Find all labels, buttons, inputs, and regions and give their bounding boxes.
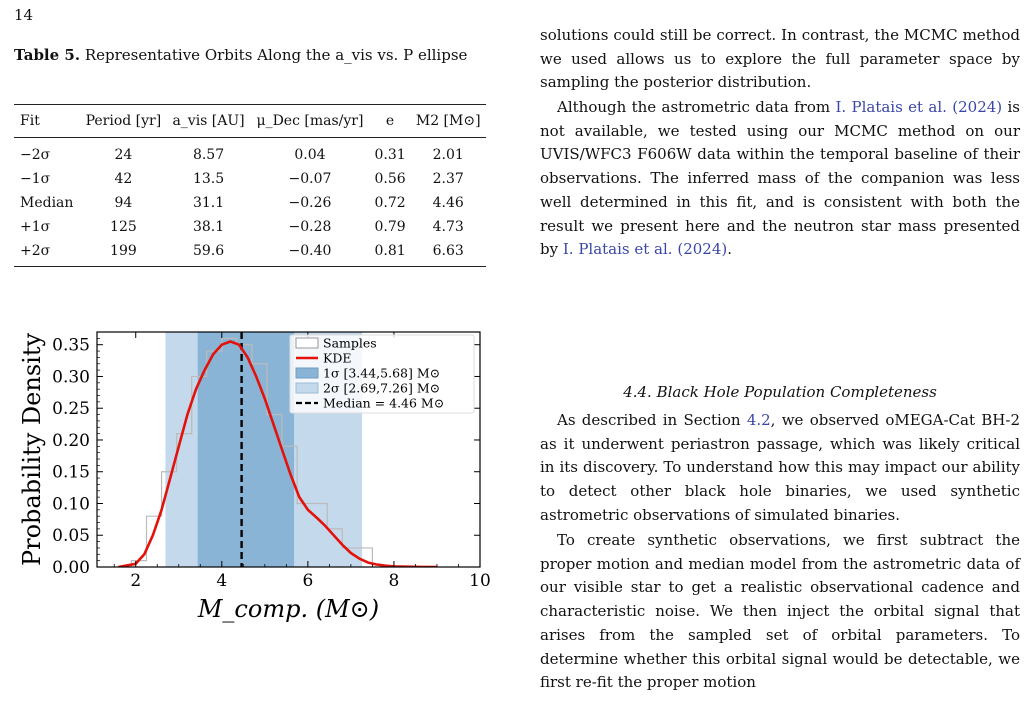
col-header: Period [yr] <box>85 113 162 129</box>
table-cell: Median <box>20 195 74 211</box>
legend-label: Samples <box>323 336 377 351</box>
section-heading: 4.4. Black Hole Population Completeness <box>623 383 937 401</box>
table-cell: −0.26 <box>288 195 332 211</box>
table-cell: 59.6 <box>166 239 251 267</box>
page-number: 14 <box>14 6 34 24</box>
y-tick-label: 0.10 <box>52 494 90 514</box>
table-row: −1σ 42 13.5 −0.07 0.56 2.37 <box>14 167 486 191</box>
text-run: Although the astrometric data from <box>557 98 836 116</box>
orbits-table: Fit Period [yr] a_vis [AU] μ_Dec [mas/yr… <box>14 104 486 267</box>
mass-posterior-chart: 2 4 6 8 10 0.00 0.05 0.10 0.15 0.20 0.25 0.30 0.35 Pr… <box>18 331 491 623</box>
x-tick-label: 2 <box>130 571 141 591</box>
y-tick-label: 0.25 <box>52 399 90 419</box>
table-row: −2σ 24 8.57 0.04 0.31 2.01 <box>14 138 486 168</box>
x-axis-label: M_comp. (M⊙) <box>197 595 379 623</box>
y-tick-label: 0.05 <box>52 526 90 546</box>
legend-box <box>289 334 475 414</box>
paragraph: To create synthetic observations, we fir… <box>540 531 1020 692</box>
paragraph: Although the astrometric data from I. Pl… <box>540 96 1020 262</box>
legend-swatch-sigma2 <box>295 382 319 394</box>
citation-link[interactable]: I. Platais et al. (2024) <box>562 240 728 259</box>
y-axis-label: Probability Density <box>18 333 46 567</box>
table-cell: 0.31 <box>374 147 406 163</box>
table-cell: 0.56 <box>374 171 406 187</box>
table-cell: 199 <box>79 239 167 267</box>
text-run: , we observed oMEGA-Cat BH-2 as it under… <box>540 411 1020 524</box>
text-run: As described in Section <box>557 411 747 429</box>
col-header: μ_Dec [mas/yr] <box>256 113 364 129</box>
y-tick-label: 0.35 <box>52 336 90 356</box>
text-run: . <box>727 240 732 259</box>
table-caption: Table 5. Representative Orbits Along the… <box>14 46 514 64</box>
x-tick-label: 6 <box>302 571 313 591</box>
table-cell: 4.73 <box>432 219 464 235</box>
paragraph: solutions could still be correct. In con… <box>540 26 1020 92</box>
legend-label: 2σ [2.69,7.26] M⊙ <box>323 381 440 396</box>
table-cell: 0.72 <box>374 195 406 211</box>
table-row: +2σ 199 59.6 −0.40 0.81 6.63 <box>14 239 486 267</box>
table-cell: 13.5 <box>192 171 225 187</box>
legend-swatch-sigma1 <box>295 367 319 379</box>
legend-label: KDE <box>323 351 352 366</box>
table-cell: 0.04 <box>294 147 326 163</box>
plot-frame <box>96 331 481 568</box>
col-header: a_vis [AU] <box>172 113 245 129</box>
sigma1-band <box>197 332 295 567</box>
col-header: e <box>385 113 395 129</box>
table-cell: −0.07 <box>288 171 332 187</box>
table-cell: −0.40 <box>250 239 370 267</box>
table-row: Median 94 31.1 −0.26 0.72 4.46 <box>14 191 486 215</box>
table-header-row: Fit Period [yr] a_vis [AU] μ_Dec [mas/yr… <box>14 104 486 138</box>
table-cell: 125 <box>110 219 137 235</box>
table-cell: 8.57 <box>192 147 225 163</box>
table-cell: +2σ <box>14 239 80 267</box>
table-cell: −2σ <box>20 147 51 163</box>
legend-swatch-samples <box>295 337 319 349</box>
table-row: +1σ 125 38.1 −0.28 0.79 4.73 <box>14 215 486 239</box>
table-cell: 31.1 <box>192 195 225 211</box>
paragraph: As described in Section 4.2, we observed… <box>540 409 1020 528</box>
table-cell: 4.46 <box>432 195 464 211</box>
table-cell: +1σ <box>20 219 51 235</box>
y-tick-label: 0.20 <box>52 431 90 451</box>
table-cell: 38.1 <box>192 219 225 235</box>
col-header: Fit <box>20 113 40 129</box>
table-cell: −1σ <box>20 171 51 187</box>
table-cell: 94 <box>114 195 133 211</box>
table-cell: 0.81 <box>369 239 411 267</box>
legend-label: 1σ [3.44,5.68] M⊙ <box>323 366 440 381</box>
y-tick-label: 0.15 <box>52 463 90 483</box>
table-caption-label: Table 5. <box>14 46 81 64</box>
x-tick-label: 8 <box>389 571 400 591</box>
y-tick-label: 0.00 <box>52 558 90 578</box>
table-cell: 2.01 <box>432 147 464 163</box>
table-cell: 0.79 <box>374 219 406 235</box>
x-tick-label: 4 <box>216 571 227 591</box>
table-cell: 6.63 <box>410 239 486 267</box>
table-cell: 2.37 <box>432 171 464 187</box>
col-header: M2 [M⊙] <box>415 113 481 129</box>
table-cell: 24 <box>114 147 133 163</box>
section-ref-link[interactable]: 4.2 <box>746 411 771 429</box>
kde-curve <box>118 340 438 567</box>
table-cell: 42 <box>114 171 133 187</box>
legend-label: Median = 4.46 M⊙ <box>323 396 444 411</box>
citation-link[interactable]: I. Platais et al. (2024) <box>835 98 1003 116</box>
table-cell: −0.28 <box>288 219 332 235</box>
text-run: is not available, we tested using our MC… <box>540 98 1020 259</box>
y-tick-label: 0.30 <box>52 367 90 387</box>
table-caption-text: Representative Orbits Along the a_vis vs… <box>84 46 468 64</box>
histogram-steps <box>130 337 374 567</box>
x-tick-label: 10 <box>469 571 491 591</box>
